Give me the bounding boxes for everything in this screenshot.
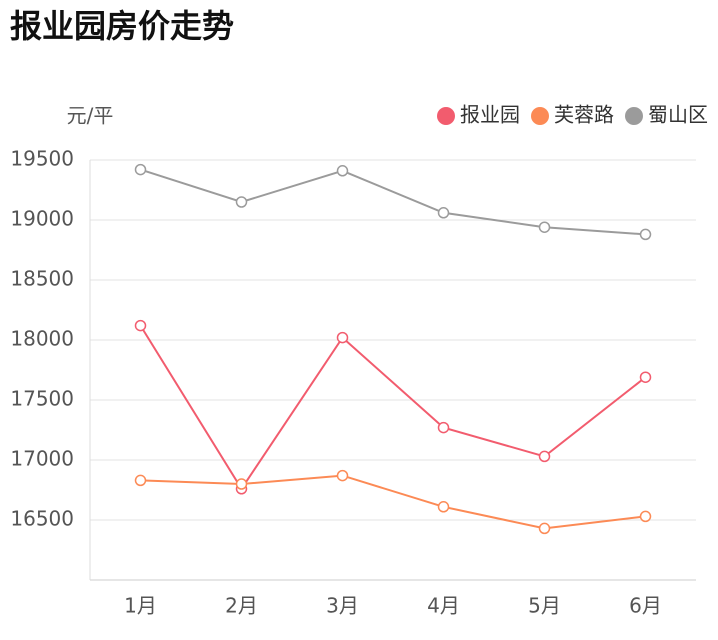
point [538, 522, 551, 535]
series-line [140, 474, 646, 530]
y-tick-label: 18500 [10, 267, 74, 291]
series-line [139, 325, 647, 491]
legend-marker [531, 107, 549, 125]
point [639, 228, 652, 241]
legend-marker [625, 107, 643, 125]
y-tick-label: 18000 [10, 327, 74, 351]
point [235, 196, 248, 208]
point [538, 221, 551, 233]
point [538, 450, 551, 463]
point [336, 331, 349, 344]
point [336, 469, 349, 482]
y-tick-label: 19000 [10, 207, 74, 231]
legend-label: 芙蓉路 [554, 103, 614, 127]
chart-title: 报业园房价走势 [10, 7, 234, 45]
x-tick-label: 4月 [427, 594, 460, 618]
y-tick-label: 17000 [10, 447, 74, 471]
legend-label: 蜀山区 [648, 103, 708, 127]
x-tick-label: 1月 [124, 594, 157, 618]
x-tick-label: 2月 [225, 594, 258, 618]
point [639, 371, 652, 383]
point [134, 474, 147, 487]
point [437, 207, 450, 219]
point [437, 501, 450, 513]
y-axis-label: 元/平 [67, 104, 114, 128]
point [639, 510, 652, 523]
legend-marker [437, 107, 455, 125]
point [134, 163, 147, 176]
point [235, 478, 248, 490]
point [336, 165, 349, 177]
x-tick-label: 3月 [326, 594, 359, 618]
x-tick-label: 5月 [528, 594, 561, 618]
y-tick-label: 17500 [10, 387, 74, 411]
y-tick-label: 19500 [10, 147, 74, 171]
point [437, 421, 450, 434]
x-tick-label: 6月 [629, 594, 662, 618]
series-line [140, 168, 646, 236]
point [134, 319, 147, 332]
legend-label: 报业园 [460, 103, 520, 127]
y-tick-label: 16500 [10, 507, 74, 531]
